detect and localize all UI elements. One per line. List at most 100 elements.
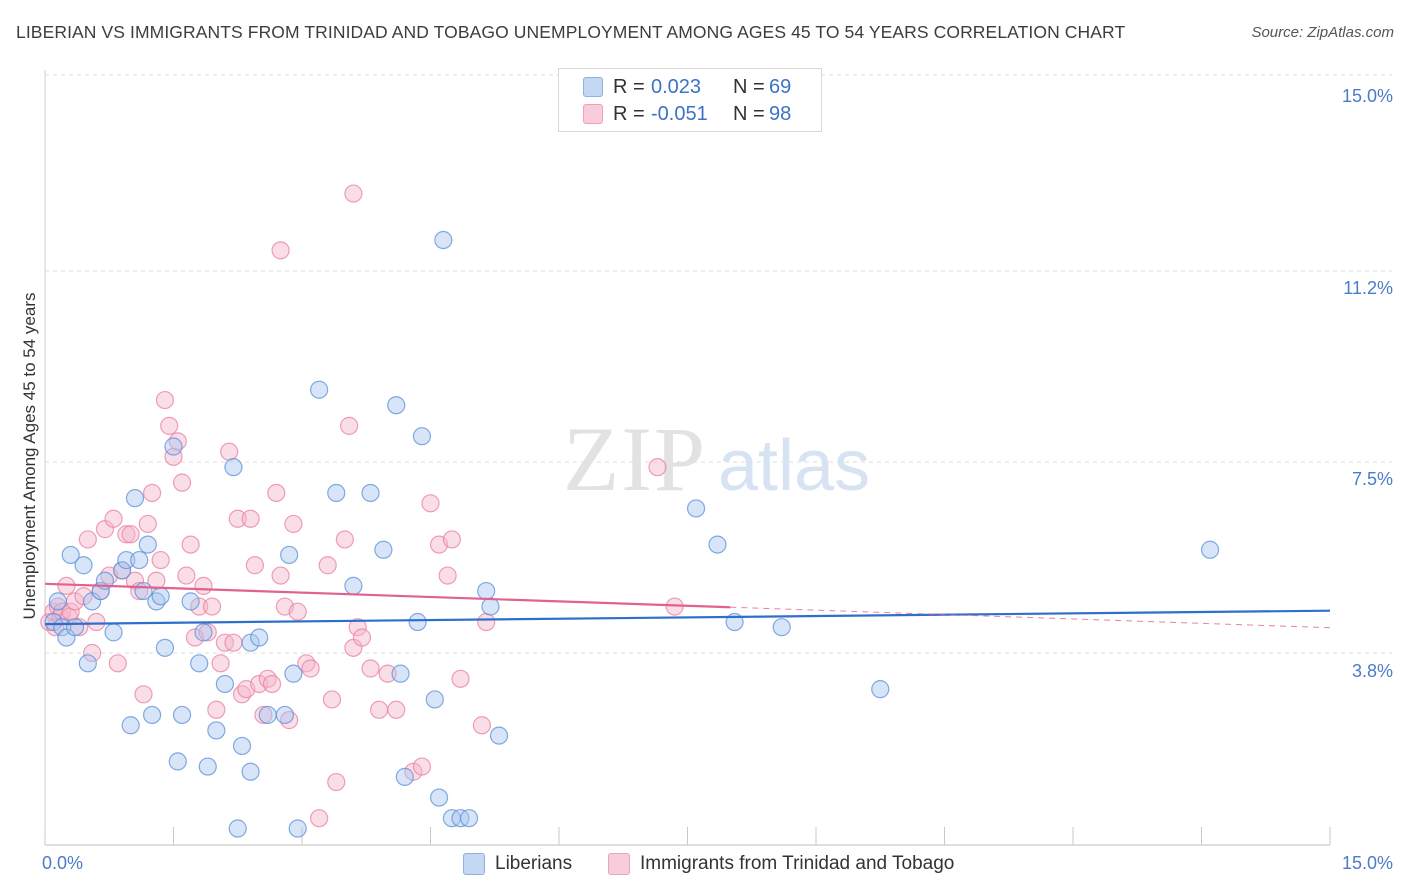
liberians-point	[310, 380, 329, 399]
immigrants-point	[335, 530, 354, 549]
liberians-point	[686, 499, 706, 518]
legend-n-value: 69	[769, 75, 792, 98]
liberians-point	[48, 592, 67, 611]
immigrants-point	[451, 669, 470, 688]
immigrants-point	[378, 664, 397, 683]
immigrants-point	[648, 458, 667, 477]
immigrants-point	[138, 514, 157, 534]
immigrants-point	[262, 674, 282, 694]
immigrants-point	[177, 566, 196, 585]
immigrants-point	[155, 390, 175, 410]
immigrants-point	[387, 700, 406, 719]
immigrants-point	[352, 628, 372, 647]
liberians-point	[117, 550, 136, 570]
immigrants-point	[284, 514, 303, 534]
x-tick-label: 15.0%	[1341, 853, 1393, 873]
zipatlas-watermark: ZIP atlas	[563, 408, 870, 510]
immigrants-point	[442, 530, 462, 549]
immigrants-point	[207, 700, 226, 719]
liberians-point	[361, 483, 380, 503]
liberians-point	[104, 623, 123, 642]
liberians-point	[374, 540, 393, 559]
immigrants-point	[78, 530, 97, 549]
liberians-point	[280, 545, 299, 565]
liberians-point	[224, 458, 243, 477]
immigrants-point	[181, 535, 200, 554]
liberians-point	[138, 535, 157, 554]
liberians-point	[194, 623, 213, 642]
bottom-legend-swatch-pink	[608, 853, 630, 875]
immigrants-point	[57, 576, 76, 595]
liberians-point	[181, 592, 200, 611]
liberians-point	[190, 654, 209, 673]
liberians-point	[391, 664, 410, 683]
series-immigrants-points	[40, 184, 684, 828]
immigrants-point	[198, 623, 217, 642]
immigrants-point	[271, 566, 290, 585]
immigrants-point	[288, 602, 307, 621]
liberians-point	[387, 396, 406, 415]
immigrants-point	[202, 597, 222, 616]
liberians-point	[250, 628, 269, 647]
liberians-point	[425, 690, 444, 709]
liberians-point	[228, 819, 247, 838]
immigrants-point	[438, 566, 457, 585]
y-axis-label: Unemployment Among Ages 45 to 54 years	[20, 292, 39, 620]
immigrants-point	[301, 659, 320, 678]
liberians-point	[429, 788, 449, 807]
immigrants-point	[361, 659, 380, 678]
immigrants-point	[108, 654, 127, 673]
axes	[44, 70, 1331, 846]
y-tick-label: 15.0%	[1341, 86, 1393, 106]
immigrants-point	[245, 556, 264, 575]
grid-lines	[45, 74, 1392, 654]
liberians-point	[871, 680, 890, 699]
liberians-point	[412, 427, 432, 446]
immigrants-point	[190, 597, 209, 616]
immigrants-point	[322, 690, 342, 709]
liberians-point	[434, 230, 453, 250]
liberians-point	[284, 664, 303, 683]
liberians-point	[112, 561, 132, 580]
legend-row-liberians: R = 0.023 N = 69	[583, 74, 791, 100]
immigrants-point	[310, 809, 329, 828]
immigrants-point	[220, 442, 239, 461]
watermark-atlas: atlas	[718, 426, 870, 506]
bottom-legend-immigrants: Immigrants from Trinidad and Tobago	[608, 852, 954, 876]
chart-source: Source: ZipAtlas.com	[1251, 24, 1394, 41]
immigrants-point	[87, 612, 106, 632]
liberians-point	[232, 736, 252, 756]
chart-title: LIBERIAN VS IMMIGRANTS FROM TRINIDAD AND…	[16, 22, 1126, 42]
liberians-point	[142, 705, 162, 725]
correlation-legend: R = 0.023 N = 69 R = -0.051 N = 98	[558, 68, 822, 132]
y-tick-label: 11.2%	[1343, 278, 1393, 298]
immigrants-trend-line	[44, 582, 731, 609]
immigrants-point	[224, 633, 243, 652]
immigrants-point	[250, 674, 269, 694]
immigrants-point	[228, 509, 247, 528]
liberians-point	[1200, 540, 1220, 559]
legend-swatch-pink	[583, 104, 603, 124]
immigrants-point	[160, 416, 179, 435]
liberians-point	[241, 762, 260, 781]
liberians-point	[477, 581, 496, 601]
liberians-point	[78, 654, 97, 673]
legend-row-immigrants: R = -0.051 N = 98	[583, 101, 791, 127]
legend-n-value: 98	[769, 102, 792, 125]
legend-n-label: N =	[733, 75, 765, 98]
liberians-point	[168, 752, 187, 771]
immigrants-point	[241, 509, 260, 528]
liberians-point	[172, 705, 192, 725]
immigrants-point	[211, 654, 230, 673]
immigrants-point	[344, 184, 363, 203]
liberians-point	[151, 587, 170, 606]
liberians-trend-line	[44, 609, 1331, 626]
immigrants-point	[318, 556, 337, 575]
immigrants-point	[194, 576, 213, 595]
liberians-point	[772, 618, 791, 637]
trend-lines	[44, 582, 1331, 629]
immigrants-point	[134, 685, 153, 704]
liberians-point	[121, 716, 140, 735]
y-tick-label: 7.5%	[1351, 469, 1393, 489]
